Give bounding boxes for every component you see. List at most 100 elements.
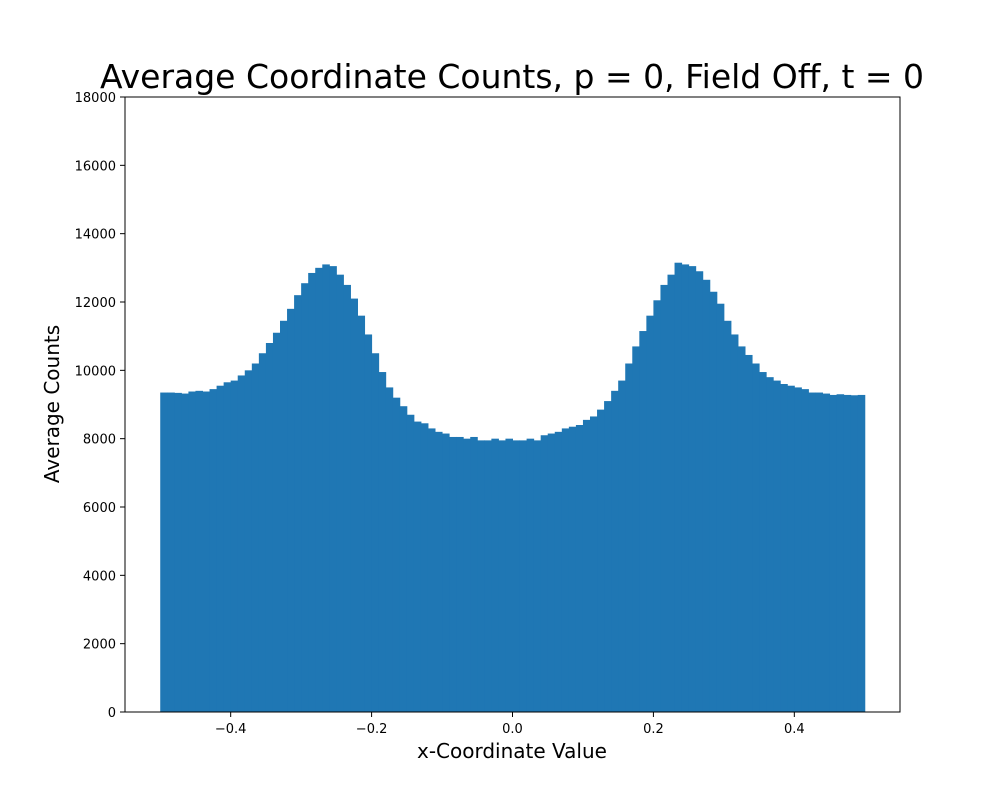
histogram-bar [766,377,774,712]
histogram-bar [808,392,816,712]
histogram-bar [442,433,450,712]
histogram-bar [850,395,859,712]
y-tick-label: 16000 [75,159,116,174]
histogram-bar [449,436,457,712]
y-tick-label: 0 [108,706,116,721]
histogram-bar [301,283,309,712]
y-tick-label: 10000 [75,364,116,379]
histogram-bar [611,390,619,712]
histogram-bar [308,272,316,712]
histogram-bar [723,320,732,712]
histogram-bar [695,271,704,712]
x-axis-ticks: −0.4 −0.2 0.0 0.2 0.4 [215,712,805,737]
x-tick-label: 0.0 [502,722,523,737]
histogram-bar [815,392,823,712]
histogram-bar [759,372,767,712]
histogram-bar [167,392,175,712]
histogram-bar [653,300,661,712]
histogram-bar [329,266,337,712]
histogram-bar [597,409,605,712]
histogram-bar [491,438,499,712]
y-tick-label: 6000 [83,501,116,516]
histogram-bar [498,440,506,712]
x-tick-label: −0.2 [356,722,388,737]
histogram-bar [371,353,380,712]
y-tick-label: 8000 [83,433,116,448]
histogram-bar [632,346,640,712]
y-tick-label: 4000 [83,569,116,584]
histogram-bar [681,264,690,712]
histogram-bar [216,385,225,712]
histogram-bar [575,425,584,712]
histogram-bar [413,421,422,712]
histogram-bar [519,440,528,712]
histogram-bar [618,380,626,712]
histogram-bar [188,391,196,712]
histogram-bar [787,385,795,712]
histogram-bar [265,343,274,712]
histogram-bar [533,440,542,712]
histogram-bar [674,262,683,712]
histogram-bar [244,370,253,712]
histogram-bar [639,331,647,712]
histogram-bar [258,353,267,712]
histogram-bar [251,363,260,712]
histogram-bar [716,303,725,712]
histogram-bar [427,428,436,712]
y-axis-ticks: 0 2000 4000 6000 8000 10000 12000 14000 16000 180… [75,91,125,721]
histogram-bar [568,426,577,712]
histogram-bar [230,380,239,712]
histogram-bar [385,387,394,712]
histogram-bar [660,284,668,712]
histogram-bar [315,267,323,712]
histogram-bar [160,392,168,712]
histogram-bar [561,428,570,712]
histogram-bar [801,389,809,712]
histogram-bar [237,375,246,712]
histogram-bar [829,394,838,712]
histogram-bar [209,389,218,712]
histogram-bar [350,298,358,712]
histogram-bar [547,433,556,712]
histogram-bar [484,440,492,712]
histogram-bar [399,406,408,712]
histogram-bar [294,295,302,712]
histogram-bar [456,436,464,712]
histogram-bar [554,431,563,712]
histogram-bar [477,440,485,712]
histogram-bar [336,274,344,712]
histogram-bar [392,397,401,712]
histogram-bar [730,334,739,712]
y-tick-label: 14000 [75,228,116,243]
histogram-bars [160,262,866,712]
histogram-bar [406,414,415,712]
histogram-bar [604,401,612,712]
y-tick-label: 18000 [75,91,116,106]
histogram-bar [343,284,351,712]
histogram-bar [540,435,549,712]
histogram-bar [357,315,366,712]
histogram-bar [752,363,760,712]
histogram-bar [181,393,189,712]
histogram-bar [625,363,633,712]
histogram-bar [322,264,330,712]
histogram-bar [202,391,211,712]
histogram-bar [505,438,513,712]
histogram-bar [582,419,591,712]
histogram-bar [737,346,746,712]
histogram-bar [667,274,676,712]
histogram-bar [435,431,443,712]
histogram-bar [364,334,373,712]
x-axis-label: x-Coordinate Value [417,739,607,763]
histogram-bar [280,320,288,712]
x-tick-label: 0.4 [784,722,805,737]
x-tick-label: 0.2 [643,722,664,737]
histogram-bar [512,440,521,712]
y-tick-label: 2000 [83,638,116,653]
histogram-bar [773,380,781,712]
histogram-bar [526,438,535,712]
histogram-bar [272,332,281,712]
histogram-bar [287,308,295,712]
histogram-bar [780,384,788,712]
